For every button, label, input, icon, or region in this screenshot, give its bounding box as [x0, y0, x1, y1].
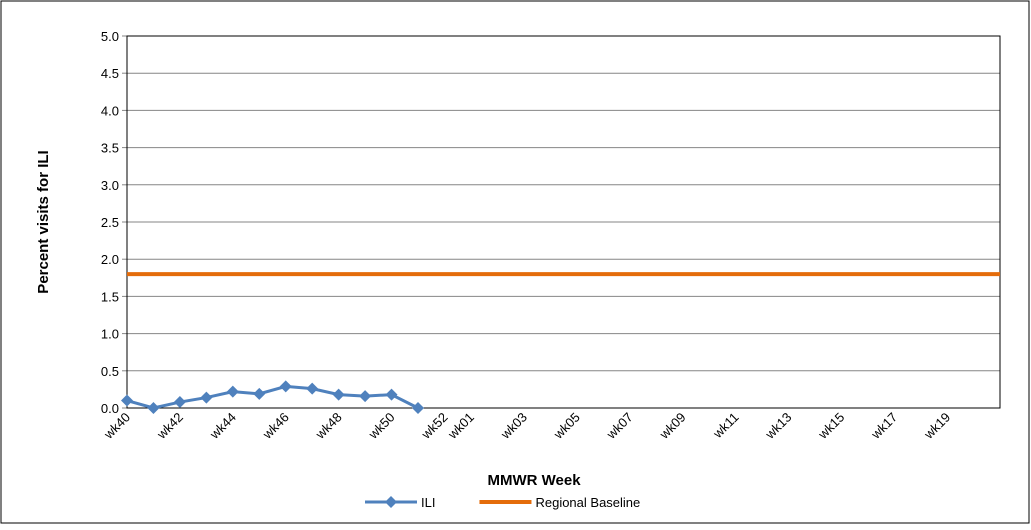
data-point: [253, 387, 266, 400]
data-point: [332, 388, 345, 401]
y-tick-label: 4.5: [101, 66, 119, 81]
data-point: [279, 380, 292, 393]
y-axis-title: Percent visits for ILI: [35, 150, 52, 293]
plot-border: [126, 35, 1001, 409]
y-tick-label: 4.0: [101, 103, 119, 118]
data-point: [226, 385, 239, 398]
y-tick-label: 1.0: [101, 327, 119, 342]
data-point: [385, 388, 398, 401]
data-point: [359, 390, 372, 403]
y-tick-label: 3.0: [101, 178, 119, 193]
y-tick-label: 2.5: [101, 215, 119, 230]
y-tick-label: 3.5: [101, 141, 119, 156]
data-point: [200, 391, 213, 404]
legend-label: ILI: [421, 495, 435, 510]
y-tick-label: 0.0: [101, 401, 119, 416]
legend-marker: [385, 496, 397, 508]
y-tick-label: 2.0: [101, 252, 119, 267]
data-point: [306, 382, 319, 395]
y-tick-label: 5.0: [101, 29, 119, 44]
x-axis-title: MMWR Week: [487, 472, 581, 489]
y-tick-label: 0.5: [101, 364, 119, 379]
legend-label: Regional Baseline: [535, 495, 640, 510]
data-point: [147, 402, 160, 414]
y-tick-label: 1.5: [101, 289, 119, 304]
data-point: [121, 394, 133, 407]
data-point: [173, 396, 186, 409]
data-point: [412, 402, 424, 414]
